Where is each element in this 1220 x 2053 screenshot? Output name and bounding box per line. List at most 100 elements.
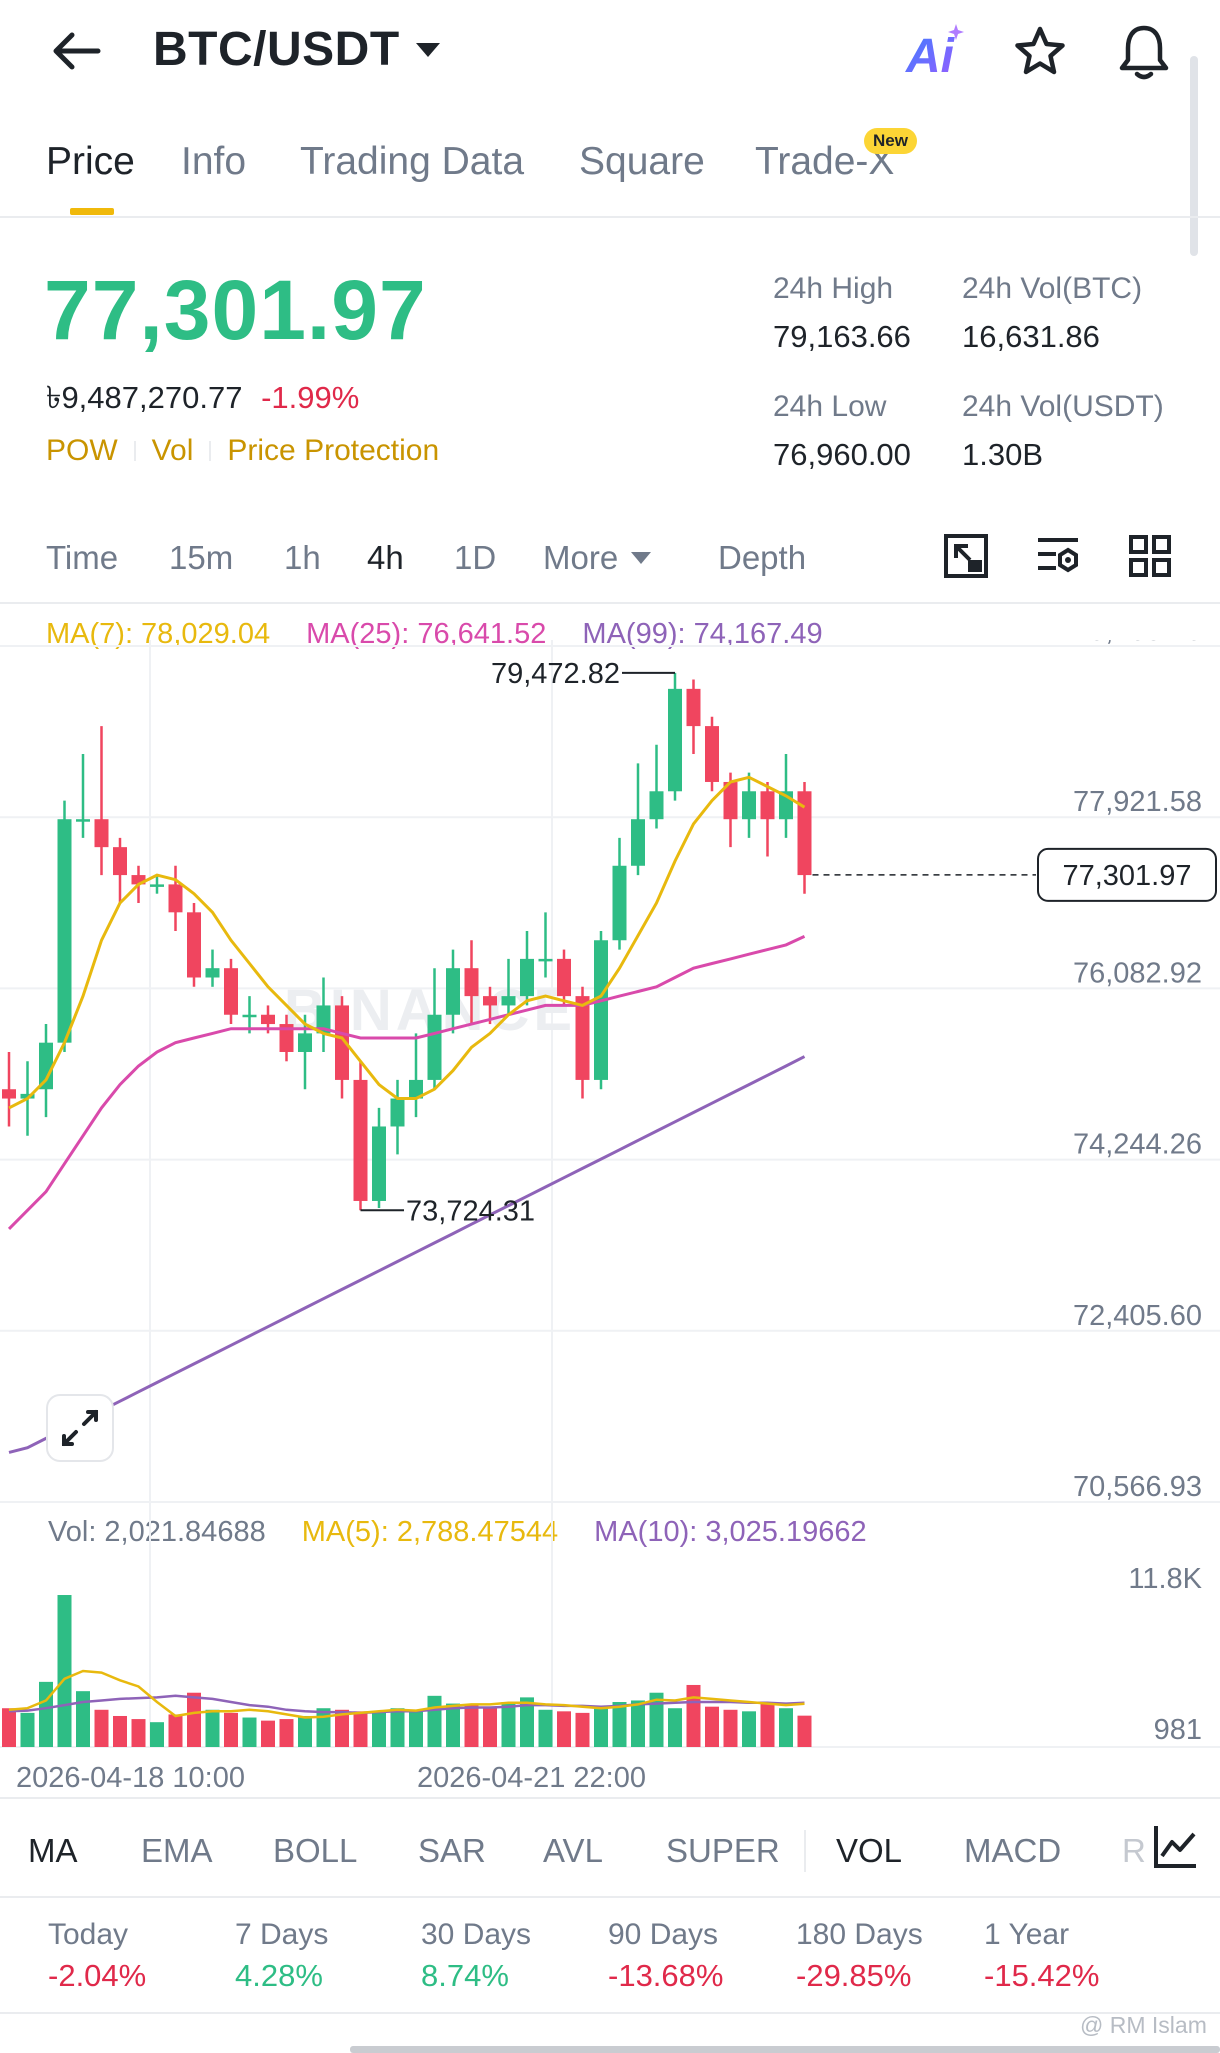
- volume-bar: [760, 1702, 775, 1747]
- tf-depth[interactable]: Depth: [718, 539, 807, 576]
- volume-bar: [464, 1705, 479, 1747]
- candle-body: [409, 1079, 423, 1099]
- volume-bar: [520, 1697, 534, 1747]
- ind-ema[interactable]: EMA: [141, 1832, 213, 1869]
- chart-layout-button[interactable]: [942, 532, 990, 580]
- price-change: -1.99%: [261, 380, 360, 415]
- tf-15m[interactable]: 15m: [169, 539, 234, 576]
- candle-body: [39, 1042, 53, 1090]
- ind-sar[interactable]: SAR: [418, 1832, 486, 1869]
- perf-value: 4.28%: [235, 1958, 323, 1993]
- pair-selector[interactable]: BTC/USDT: [153, 22, 442, 77]
- volume-bar: [205, 1709, 220, 1747]
- candle-body: [372, 1126, 386, 1201]
- ind-vol[interactable]: VOL: [836, 1832, 903, 1869]
- ind-avl[interactable]: AVL: [543, 1832, 603, 1869]
- tag-vol[interactable]: Vol: [151, 434, 194, 467]
- volume-bar: [39, 1681, 53, 1747]
- perf-7d: 7 Days 4.28%: [235, 1918, 328, 1994]
- perf-label: 7 Days: [235, 1918, 329, 1951]
- vol-btc-value: 16,631.86: [962, 319, 1100, 354]
- tab-trading-data[interactable]: Trading Data: [300, 140, 525, 183]
- vol-tick-label: 11.8K: [1128, 1563, 1202, 1595]
- ind-r[interactable]: R: [1122, 1832, 1146, 1869]
- scrollbar-thumb[interactable]: [1190, 56, 1198, 256]
- chart-settings-button[interactable]: [1034, 532, 1082, 580]
- ma-legend: MA(7): 78,029.04 MA(25): 76,641.52 MA(99…: [46, 618, 823, 651]
- candle-body: [131, 875, 146, 885]
- tf-more-label: More: [543, 539, 619, 576]
- volume-bar: [150, 1722, 164, 1747]
- volume-bar: [557, 1711, 571, 1747]
- candle-body: [760, 791, 775, 820]
- tab-info[interactable]: Info: [181, 140, 247, 183]
- fullscreen-icon: [62, 1410, 98, 1446]
- ind-macd[interactable]: MACD: [964, 1832, 1062, 1869]
- perf-30d: 30 Days 8.74%: [421, 1918, 531, 1994]
- candle-body: [427, 1014, 442, 1080]
- volume-bar: [335, 1709, 349, 1747]
- last-price-tag: [1037, 847, 1217, 902]
- perf-label: 180 Days: [796, 1918, 923, 1951]
- tf-time[interactable]: Time: [46, 539, 119, 576]
- y-tick-label: 77,921.58: [1073, 786, 1202, 818]
- tf-1d[interactable]: 1D: [454, 539, 497, 576]
- volume-bar: [113, 1715, 127, 1747]
- candle-body: [742, 791, 756, 820]
- y-tick-label: 72,405.60: [1073, 1300, 1202, 1332]
- ma25-line: [7, 935, 806, 1230]
- volume-bar: [612, 1702, 627, 1747]
- volume-bar: [168, 1714, 183, 1747]
- volume-bar: [279, 1719, 294, 1747]
- vol-usdt-label: 24h Vol(USDT): [962, 390, 1164, 423]
- credit-text: @ RM Islam: [1080, 2012, 1207, 2038]
- tf-4h[interactable]: 4h: [367, 539, 404, 576]
- tf-more[interactable]: More: [543, 539, 652, 577]
- vol-tick-label: 981: [1154, 1714, 1202, 1746]
- ai-button[interactable]: Ai: [904, 20, 968, 83]
- volume-chart[interactable]: 11.8K 981 2026-04-18 10:00 2026-04-21 22:00: [0, 1510, 1220, 1800]
- candle-body: [168, 884, 183, 913]
- perf-label: 90 Days: [608, 1918, 719, 1951]
- tag-price-protection[interactable]: Price Protection: [227, 434, 440, 467]
- candle-body: [113, 847, 127, 876]
- volume-bar: [501, 1702, 516, 1747]
- perf-label: 1 Year: [984, 1918, 1070, 1951]
- candle-body: [723, 781, 738, 820]
- perf-1y: 1 Year -15.42%: [984, 1918, 1099, 1994]
- last-price: 77,301.97: [44, 263, 427, 357]
- volume-bar: [446, 1703, 460, 1747]
- perf-value: -15.42%: [984, 1958, 1100, 1993]
- ind-boll[interactable]: BOLL: [273, 1832, 358, 1869]
- local-price: ৳9,487,270.77: [46, 380, 243, 415]
- candle-body: [316, 1005, 331, 1034]
- price-chart[interactable]: 79,760.25 77,921.58 76,082.92 74,244.26 72,4…: [0, 640, 1220, 1510]
- grid-view-button[interactable]: [1126, 532, 1174, 580]
- perf-value: -29.85%: [796, 1958, 912, 1993]
- volume-bar: [631, 1700, 645, 1747]
- tf-1h[interactable]: 1h: [284, 539, 321, 576]
- candle-body: [205, 968, 220, 978]
- ma7-legend: MA(7): 78,029.04: [46, 618, 271, 650]
- candle-body: [298, 1033, 312, 1052]
- perf-label: 30 Days: [421, 1918, 532, 1951]
- ind-ma[interactable]: MA: [28, 1832, 78, 1869]
- alert-button[interactable]: [1116, 22, 1172, 82]
- tag-pow[interactable]: POW: [46, 434, 118, 467]
- candle-body: [686, 688, 701, 727]
- volume-bar: [797, 1715, 812, 1747]
- candle-body: [224, 968, 238, 1015]
- ind-super[interactable]: SUPER: [666, 1832, 780, 1869]
- new-badge: New: [864, 128, 917, 154]
- vol-ma5-line: [8, 1669, 805, 1719]
- fullscreen-button[interactable]: [46, 1394, 114, 1462]
- back-button[interactable]: [46, 26, 106, 76]
- ind-divider: [804, 1830, 806, 1872]
- candle-body: [242, 1014, 257, 1018]
- tab-square[interactable]: Square: [579, 140, 705, 183]
- favorite-button[interactable]: [1012, 24, 1068, 80]
- tab-price[interactable]: Price: [46, 140, 135, 183]
- volume-bar: [575, 1712, 590, 1747]
- indicator-settings-button[interactable]: [1150, 1822, 1200, 1872]
- last-price-label: 77,301.97: [1062, 860, 1191, 892]
